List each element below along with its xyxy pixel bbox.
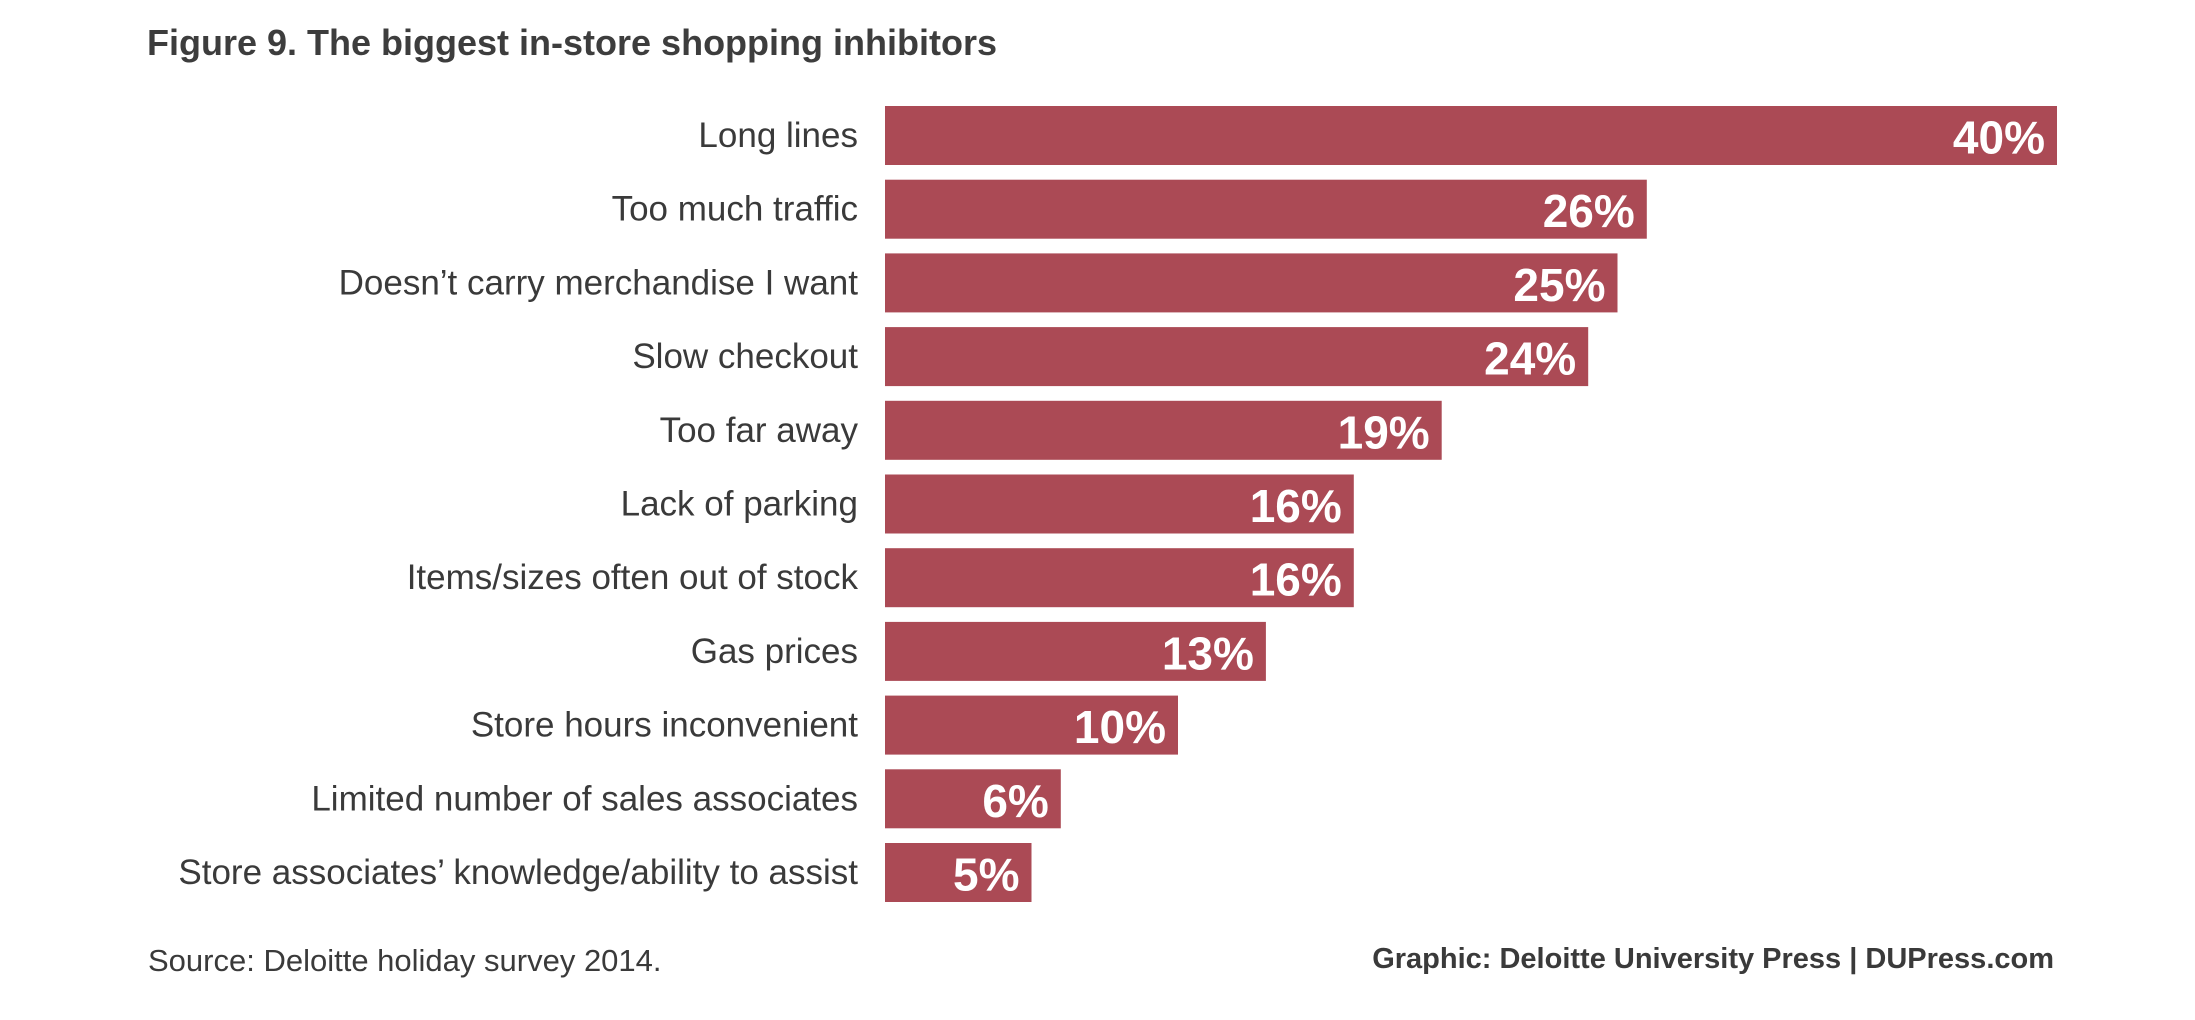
value-label-5: 16% [1250, 480, 1342, 532]
bar-0 [885, 106, 2057, 165]
category-label-4: Too far away [660, 411, 859, 450]
category-label-1: Too much traffic [612, 190, 858, 229]
bar-8 [885, 695, 1178, 755]
category-label-8: Store hours inconvenient [471, 706, 858, 745]
bar-9 [885, 769, 1061, 829]
category-label-2: Doesn’t carry merchandise I want [339, 263, 859, 302]
bars-group: Long lines 40% Too much traffic 26% Doesn’t … [178, 106, 2057, 902]
category-label-6: Items/sizes often out of stock [407, 558, 859, 597]
category-label-7: Gas prices [691, 632, 858, 671]
value-label-8: 10% [1074, 701, 1166, 753]
bar-7 [885, 621, 1266, 681]
category-label-3: Slow checkout [632, 337, 858, 376]
value-label-7: 13% [1162, 627, 1254, 679]
bar-1 [885, 179, 1647, 239]
bar-2 [885, 253, 1618, 313]
value-label-3: 24% [1484, 333, 1576, 385]
bar-4 [885, 400, 1442, 460]
value-label-1: 26% [1543, 185, 1635, 237]
category-label-0: Long lines [698, 116, 858, 155]
chart-title: Figure 9. The biggest in-store shopping … [147, 22, 998, 63]
value-label-9: 6% [982, 775, 1048, 827]
bar-3 [885, 327, 1589, 387]
value-label-0: 40% [1953, 112, 2045, 164]
value-label-10: 5% [953, 849, 1019, 901]
value-label-2: 25% [1513, 259, 1605, 311]
bar-10 [885, 843, 1032, 902]
bar-6 [885, 548, 1354, 608]
bar-5 [885, 474, 1354, 534]
source-note: Source: Deloitte holiday survey 2014. [148, 943, 662, 978]
category-label-5: Lack of parking [621, 485, 858, 524]
value-label-4: 19% [1338, 406, 1430, 458]
category-label-9: Limited number of sales associates [311, 779, 858, 818]
value-label-6: 16% [1250, 554, 1342, 606]
graphic-credit: Graphic: Deloitte University Press | DUP… [1372, 943, 2054, 975]
category-label-10: Store associates’ knowledge/ability to a… [178, 853, 858, 892]
